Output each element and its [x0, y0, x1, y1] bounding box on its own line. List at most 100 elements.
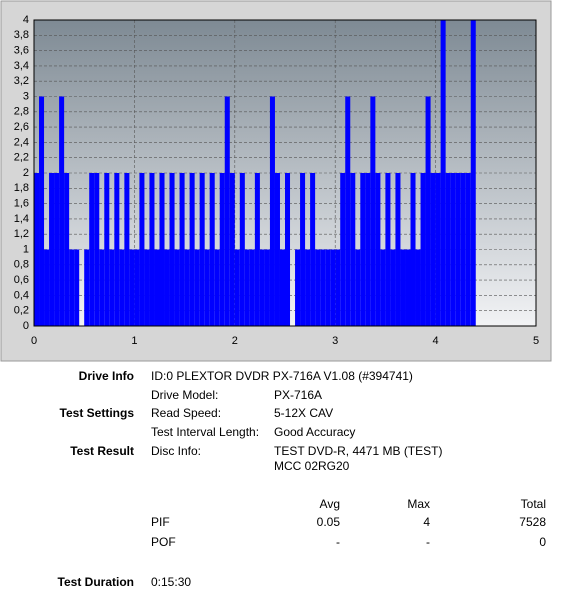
- bar: [239, 173, 245, 326]
- bar: [114, 173, 120, 326]
- bar: [139, 173, 145, 326]
- bar: [300, 173, 306, 326]
- info-text: Test Interval Length:: [151, 425, 259, 439]
- y-tick-label: 0,2: [14, 305, 29, 317]
- info-text: TEST DVD-R, 4471 MB (TEST): [274, 444, 442, 458]
- bar: [420, 173, 426, 326]
- y-tick-label: 1,2: [14, 228, 29, 240]
- stats-header: Avg: [320, 497, 340, 511]
- info-text: 0:15:30: [151, 575, 191, 589]
- bar: [410, 173, 416, 326]
- bar: [219, 173, 225, 326]
- y-tick-label: 1,4: [14, 213, 29, 225]
- bar: [440, 20, 446, 326]
- bar: [264, 249, 270, 326]
- bar: [209, 173, 215, 326]
- bar: [279, 249, 285, 326]
- y-tick-label: 0,8: [14, 259, 29, 271]
- bar: [305, 249, 311, 326]
- info-text: PX-716A: [274, 388, 322, 402]
- bar: [340, 173, 346, 326]
- section-label: Drive Info: [79, 369, 134, 383]
- bar: [435, 173, 441, 326]
- bar: [229, 173, 235, 326]
- bar: [345, 96, 351, 326]
- bar: [129, 249, 135, 326]
- y-tick-label: 2: [23, 167, 29, 179]
- bar: [249, 249, 255, 326]
- bar: [370, 96, 376, 326]
- bar: [94, 173, 100, 326]
- bar: [415, 249, 421, 326]
- bar: [59, 96, 65, 326]
- bar: [390, 249, 396, 326]
- x-tick-label: 1: [131, 335, 137, 347]
- bar: [400, 249, 406, 326]
- bar: [84, 249, 90, 326]
- bar: [164, 249, 170, 326]
- y-tick-label: 3,4: [14, 60, 29, 72]
- y-tick-label: 2,6: [14, 121, 29, 133]
- y-tick-label: 0,6: [14, 274, 29, 286]
- stats-header: Total: [521, 497, 546, 511]
- bar: [350, 173, 356, 326]
- bar: [274, 173, 280, 326]
- bar: [74, 249, 80, 326]
- info-text: MCC 02RG20: [274, 459, 350, 473]
- y-tick-label: 3,8: [14, 29, 29, 41]
- section-label: Test Duration: [58, 575, 134, 589]
- section-label: Test Settings: [60, 406, 135, 420]
- y-tick-label: 3,2: [14, 75, 29, 87]
- bar: [285, 173, 291, 326]
- y-tick-label: 1,6: [14, 198, 29, 210]
- bar: [224, 96, 230, 326]
- bar: [109, 249, 115, 326]
- bar: [450, 173, 456, 326]
- stats-cell: 0: [539, 535, 546, 549]
- x-tick-label: 2: [232, 335, 238, 347]
- bar: [199, 173, 205, 326]
- bar: [395, 173, 401, 326]
- bar: [465, 173, 471, 326]
- stats-cell: 4: [423, 515, 430, 529]
- bar: [244, 249, 250, 326]
- bar: [54, 173, 60, 326]
- bar: [385, 173, 391, 326]
- bar: [425, 96, 431, 326]
- stats-cell: 7528: [519, 515, 546, 529]
- y-tick-label: 2,8: [14, 106, 29, 118]
- bar: [430, 173, 436, 326]
- bar: [144, 249, 150, 326]
- bar: [169, 173, 175, 326]
- y-tick-label: 2,4: [14, 136, 29, 148]
- bar: [460, 173, 466, 326]
- bar: [189, 173, 195, 326]
- x-tick-label: 4: [433, 335, 439, 347]
- stats-cell: POF: [151, 535, 176, 549]
- bar: [295, 249, 301, 326]
- stats-cell: -: [426, 535, 430, 549]
- bar: [360, 173, 366, 326]
- bar: [335, 249, 341, 326]
- y-tick-label: 3: [23, 90, 29, 102]
- y-tick-label: 4: [23, 14, 29, 26]
- bar: [330, 249, 336, 326]
- bar: [355, 249, 361, 326]
- bar: [269, 96, 275, 326]
- bar: [184, 249, 190, 326]
- bar: [310, 173, 316, 326]
- bar: [154, 249, 160, 326]
- bar: [174, 249, 180, 326]
- stats-cell: PIF: [151, 515, 170, 529]
- bar: [470, 20, 476, 326]
- bar: [39, 96, 45, 326]
- bar: [179, 173, 185, 326]
- bar: [64, 173, 70, 326]
- bar: [214, 249, 220, 326]
- bar: [104, 173, 110, 326]
- bar: [69, 249, 75, 326]
- info-text: 5-12X CAV: [274, 406, 333, 420]
- y-tick-label: 1,8: [14, 182, 29, 194]
- bar: [234, 249, 240, 326]
